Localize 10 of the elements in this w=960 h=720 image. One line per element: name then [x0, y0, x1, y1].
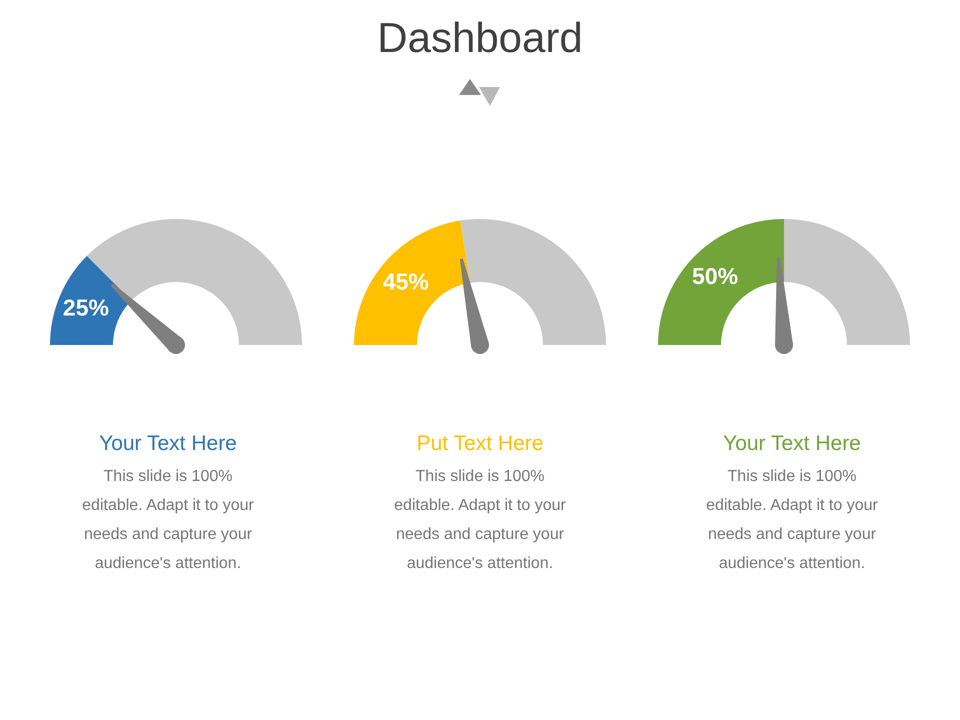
text: This slide is 100% editable. Adapt it to your needs and capture your audience's attention.	[705, 467, 879, 574]
text: Put Text Here	[416, 432, 544, 456]
text: This slide is 100% editable. Adapt it to your needs and capture your audience's attention.	[393, 467, 567, 574]
text: This slide is 100% editable. Adapt it to your needs and capture your audience's attention.	[81, 467, 255, 574]
text: Your Text Here	[722, 432, 862, 456]
text: Your Text Here	[98, 432, 238, 456]
text: Dashboard	[376, 13, 584, 63]
data-label: 25%	[62, 294, 109, 321]
data-label: 50%	[692, 263, 738, 290]
data-label: 45%	[382, 268, 429, 295]
